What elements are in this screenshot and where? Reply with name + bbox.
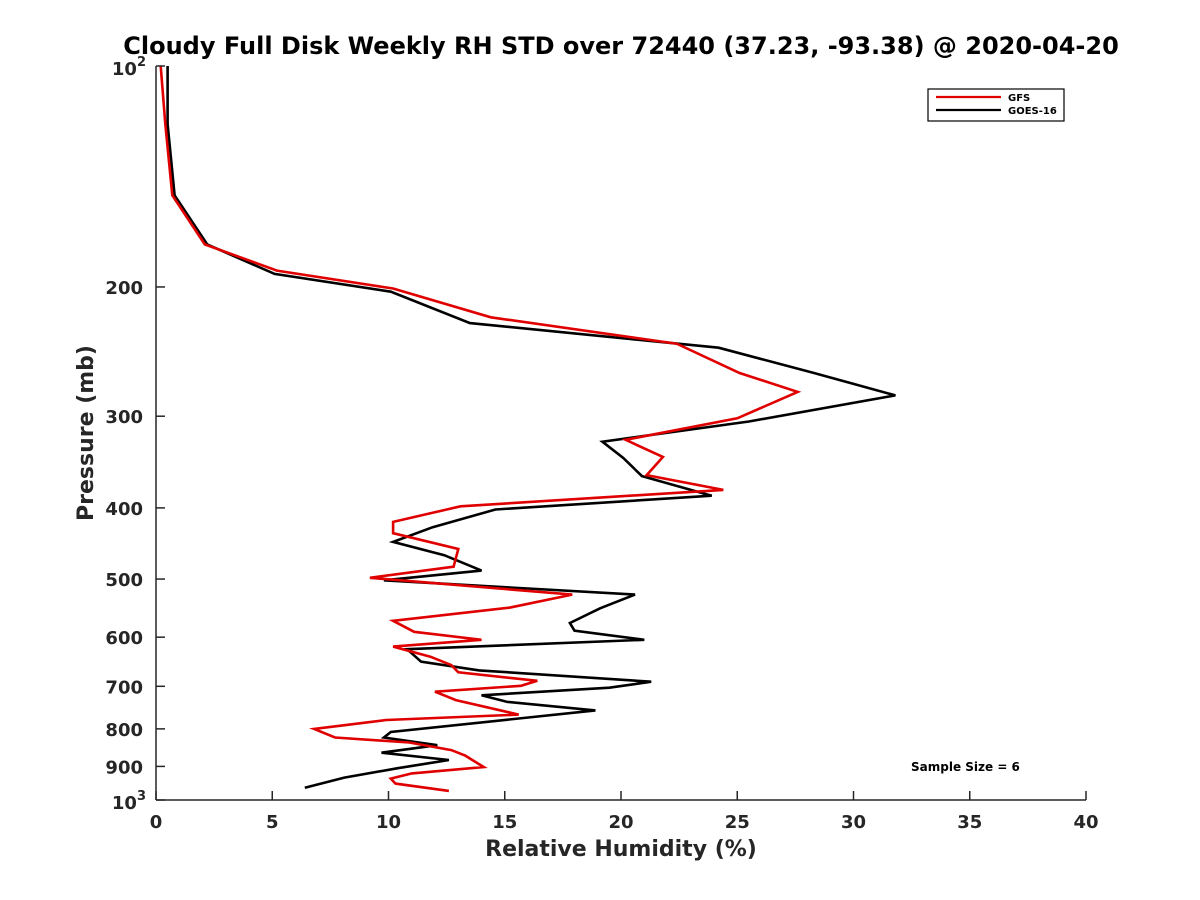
legend-label-goes16: GOES-16 bbox=[1008, 106, 1057, 117]
legend: GFS GOES-16 bbox=[927, 88, 1065, 122]
y-tick-label: 103 bbox=[112, 789, 146, 814]
y-tick-label: 102 bbox=[112, 55, 146, 80]
y-tick-label: 600 bbox=[105, 628, 143, 649]
y-ticks: 102 200 300 400 500 600 700 800 900 103 bbox=[105, 55, 165, 814]
sample-size-annotation: Sample Size = 6 bbox=[911, 760, 1020, 774]
x-tick-label: 15 bbox=[492, 812, 517, 833]
chart-title: Cloudy Full Disk Weekly RH STD over 7244… bbox=[123, 32, 1119, 60]
y-axis-label: Pressure (mb) bbox=[74, 345, 99, 521]
x-tick-label: 25 bbox=[725, 812, 750, 833]
x-tick-label: 30 bbox=[841, 812, 866, 833]
x-tick-label: 0 bbox=[150, 812, 163, 833]
y-tick-label: 900 bbox=[105, 757, 143, 778]
x-tick-label: 10 bbox=[376, 812, 401, 833]
y-tick-label: 300 bbox=[105, 407, 143, 428]
x-tick-label: 35 bbox=[957, 812, 982, 833]
x-axis-label: Relative Humidity (%) bbox=[485, 837, 757, 862]
y-tick-label: 400 bbox=[105, 499, 143, 520]
y-tick-label: 700 bbox=[105, 677, 143, 698]
x-tick-label: 5 bbox=[266, 812, 279, 833]
x-tick-label: 20 bbox=[608, 812, 633, 833]
series-line-gfs bbox=[159, 65, 802, 793]
y-tick-label: 200 bbox=[105, 278, 143, 299]
x-tick-label: 40 bbox=[1073, 812, 1098, 833]
x-ticks: 0 5 10 15 20 25 30 35 40 bbox=[150, 791, 1099, 833]
legend-box bbox=[927, 88, 1065, 122]
legend-label-gfs: GFS bbox=[1008, 93, 1030, 104]
series-layer bbox=[159, 65, 896, 793]
y-tick-label: 800 bbox=[105, 720, 143, 741]
y-tick-label: 500 bbox=[105, 570, 143, 591]
